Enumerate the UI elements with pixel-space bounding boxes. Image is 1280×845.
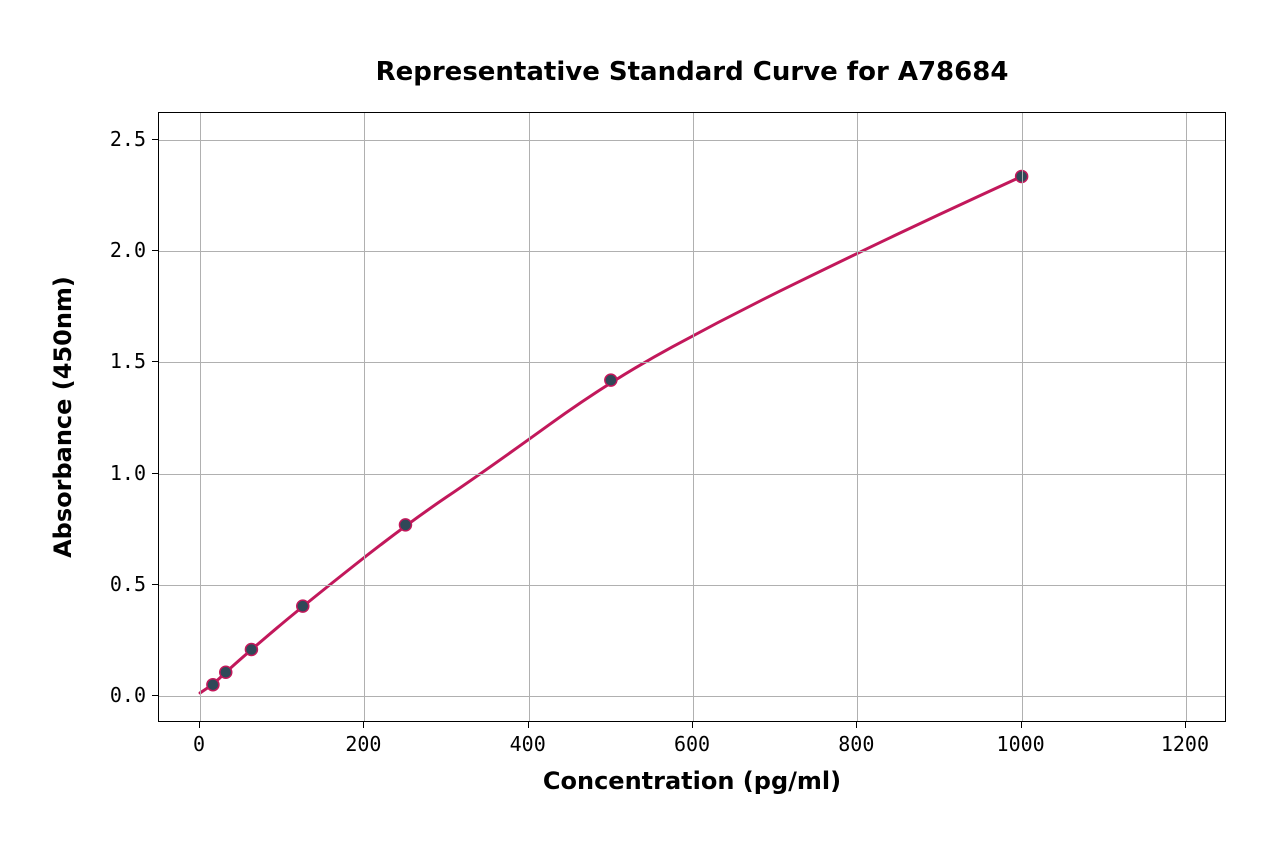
x-tick-mark [199, 722, 200, 728]
y-tick-label: 0.5 [110, 572, 146, 596]
x-tick-mark [1185, 722, 1186, 728]
y-tick-label: 1.5 [110, 349, 146, 373]
x-tick-mark [363, 722, 364, 728]
y-tick-mark [152, 250, 158, 251]
y-tick-mark [152, 361, 158, 362]
gridline-vertical [857, 113, 858, 721]
plot-area [158, 112, 1226, 722]
x-tick-label: 0 [193, 732, 205, 756]
gridline-vertical [200, 113, 201, 721]
gridline-horizontal [159, 474, 1225, 475]
y-tick-mark [152, 584, 158, 585]
y-tick-mark [152, 139, 158, 140]
data-point-marker [220, 666, 232, 678]
x-tick-label: 800 [838, 732, 874, 756]
x-tick-mark [856, 722, 857, 728]
y-tick-label: 1.0 [110, 461, 146, 485]
data-point-marker [245, 644, 257, 656]
y-axis-label: Absorbance (450nm) [49, 276, 77, 558]
gridline-horizontal [159, 251, 1225, 252]
x-tick-mark [1021, 722, 1022, 728]
figure: Representative Standard Curve for A78684… [0, 0, 1280, 845]
x-tick-label: 1000 [997, 732, 1045, 756]
curve-line [200, 176, 1022, 692]
gridline-vertical [693, 113, 694, 721]
x-tick-label: 600 [674, 732, 710, 756]
y-tick-mark [152, 473, 158, 474]
gridline-vertical [364, 113, 365, 721]
gridline-horizontal [159, 140, 1225, 141]
x-tick-mark [692, 722, 693, 728]
data-point-marker [399, 519, 411, 531]
y-tick-label: 2.0 [110, 238, 146, 262]
y-tick-label: 2.5 [110, 127, 146, 151]
x-tick-mark [528, 722, 529, 728]
x-tick-label: 200 [345, 732, 381, 756]
x-tick-label: 1200 [1161, 732, 1209, 756]
gridline-vertical [1186, 113, 1187, 721]
data-point-marker [297, 600, 309, 612]
gridline-vertical [529, 113, 530, 721]
gridline-horizontal [159, 585, 1225, 586]
gridline-horizontal [159, 696, 1225, 697]
gridline-horizontal [159, 362, 1225, 363]
chart-title: Representative Standard Curve for A78684 [376, 57, 1009, 87]
y-tick-label: 0.0 [110, 683, 146, 707]
data-point-marker [207, 679, 219, 691]
x-axis-label: Concentration (pg/ml) [543, 767, 841, 795]
y-tick-mark [152, 695, 158, 696]
x-tick-label: 400 [510, 732, 546, 756]
data-point-marker [605, 374, 617, 386]
gridline-vertical [1022, 113, 1023, 721]
